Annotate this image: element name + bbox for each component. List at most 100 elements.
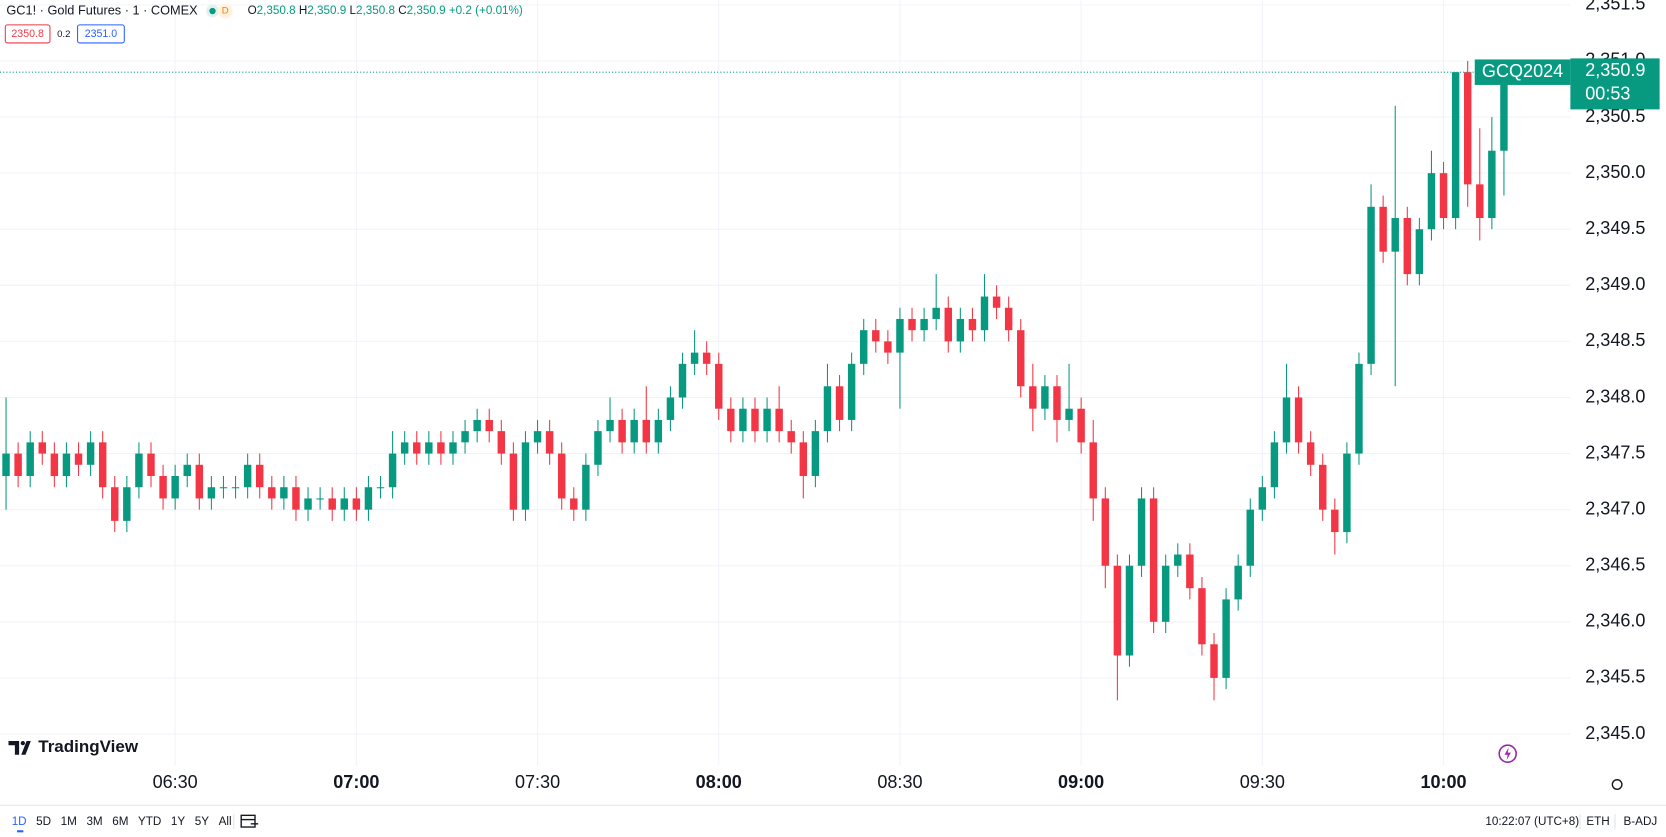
candle-body bbox=[62, 453, 71, 477]
candle-body bbox=[1439, 173, 1448, 219]
candle-body bbox=[1391, 218, 1399, 252]
candle-body bbox=[195, 464, 204, 499]
lightning-icon[interactable] bbox=[1498, 744, 1517, 764]
candle-body bbox=[1282, 397, 1291, 443]
range-button[interactable]: 5Y bbox=[195, 815, 209, 828]
candle-body bbox=[1210, 644, 1218, 678]
candle-body bbox=[1161, 565, 1170, 622]
candle-body bbox=[1041, 386, 1049, 409]
range-button[interactable]: 1Y bbox=[171, 815, 185, 828]
price-axis-bg bbox=[1570, 0, 1666, 805]
range-button[interactable]: YTD bbox=[138, 815, 161, 828]
x-tick-label: 09:30 bbox=[1240, 772, 1285, 792]
symbol-title[interactable]: GC1! · Gold Futures · 1 · COMEX bbox=[6, 2, 198, 17]
range-button[interactable]: 6M bbox=[112, 815, 128, 828]
y-tick-label: 2,346.0 bbox=[1585, 611, 1645, 631]
range-button[interactable]: 5D bbox=[36, 815, 51, 828]
ask[interactable]: 2351.0 bbox=[85, 28, 118, 40]
symbol-label-bg bbox=[1474, 59, 1571, 85]
candle-body bbox=[570, 498, 578, 510]
candle-body bbox=[1113, 565, 1122, 656]
y-tick-label: 2,345.0 bbox=[1585, 723, 1645, 743]
candle-body bbox=[425, 442, 433, 454]
candle-body bbox=[799, 442, 808, 477]
y-tick-label: 2,350.5 bbox=[1585, 106, 1645, 126]
status-dot bbox=[209, 7, 216, 15]
candle-body bbox=[255, 464, 264, 488]
candle-body bbox=[1234, 565, 1242, 600]
candle-body bbox=[74, 453, 83, 465]
ohlc-value: 2,350.8 bbox=[356, 4, 395, 17]
adjustment[interactable]: B-ADJ bbox=[1624, 815, 1658, 828]
candle-body bbox=[932, 307, 940, 319]
sell-box[interactable] bbox=[4, 24, 51, 44]
candle-body bbox=[26, 442, 34, 477]
candle-body bbox=[606, 419, 614, 432]
last-price-label: 2,350.9 bbox=[1585, 60, 1645, 80]
x-tick-label: 10:00 bbox=[1420, 772, 1466, 792]
candle-body bbox=[413, 442, 421, 454]
clock[interactable]: 10:22:07 (UTC+8) bbox=[1485, 815, 1579, 828]
ohlc-value: 2,350.9 bbox=[307, 4, 346, 17]
candle-body bbox=[219, 487, 228, 489]
calendar-frame bbox=[240, 814, 256, 828]
range-button[interactable]: 1M bbox=[61, 815, 77, 828]
candle-body bbox=[678, 363, 687, 398]
y-tick-label: 2,348.0 bbox=[1585, 386, 1645, 406]
candle-body bbox=[980, 296, 989, 331]
candle-body bbox=[449, 442, 457, 454]
buy-box[interactable] bbox=[77, 24, 125, 44]
candle-body bbox=[1488, 150, 1496, 219]
candle-body bbox=[1343, 453, 1351, 533]
y-tick-label: 2,346.5 bbox=[1585, 555, 1645, 575]
y-tick-label: 2,350.0 bbox=[1585, 162, 1645, 182]
candle-body bbox=[715, 363, 723, 409]
ohlc-key: C bbox=[398, 4, 406, 17]
candle-body bbox=[135, 453, 143, 488]
range-button[interactable]: 1D bbox=[12, 815, 27, 828]
candle-body bbox=[1125, 565, 1134, 656]
lightning-bolt bbox=[1504, 747, 1511, 761]
candle-body bbox=[1331, 509, 1339, 533]
candle-body bbox=[1500, 72, 1508, 151]
candle-body bbox=[666, 397, 675, 420]
candle-body bbox=[388, 453, 397, 488]
candle-body bbox=[1476, 184, 1484, 219]
candle-body bbox=[1149, 498, 1158, 622]
candle-body bbox=[1089, 442, 1097, 499]
x-tick-label: 08:00 bbox=[696, 772, 742, 792]
x-tick-label: 07:30 bbox=[515, 772, 560, 792]
candle-body bbox=[509, 453, 518, 510]
settings-icon[interactable] bbox=[1611, 779, 1623, 791]
candle-body bbox=[992, 296, 1001, 308]
candle-body bbox=[787, 431, 795, 443]
logo[interactable]: TradingView bbox=[8, 737, 139, 756]
candle-body bbox=[1294, 397, 1303, 443]
candle-body bbox=[847, 363, 856, 420]
candle-body bbox=[280, 487, 288, 499]
candle-body bbox=[944, 307, 952, 342]
candle-body bbox=[739, 408, 747, 432]
range-buttons: 1D 5D 1M 3M 6M YTD 1Y 5Y All bbox=[12, 815, 232, 828]
candle-body bbox=[1379, 206, 1387, 252]
symbol-label: GCQ2024 bbox=[1482, 61, 1563, 81]
candle-body bbox=[1077, 408, 1085, 443]
candle-body bbox=[835, 386, 844, 420]
date-range-icon[interactable] bbox=[240, 814, 259, 828]
candle-body bbox=[775, 408, 783, 432]
candle-body bbox=[1306, 442, 1315, 465]
bid[interactable]: 2350.8 bbox=[11, 28, 44, 40]
range-button[interactable]: All bbox=[219, 815, 232, 828]
range-button[interactable]: 3M bbox=[86, 815, 102, 828]
candle-body bbox=[207, 487, 216, 499]
y-tick-label: 2,349.0 bbox=[1585, 274, 1645, 294]
candle-body bbox=[159, 476, 167, 499]
candle-body bbox=[1451, 72, 1460, 219]
session[interactable]: ETH bbox=[1586, 815, 1609, 828]
badge: D bbox=[222, 6, 229, 17]
candle-body bbox=[2, 453, 10, 477]
candle-body bbox=[582, 464, 590, 510]
